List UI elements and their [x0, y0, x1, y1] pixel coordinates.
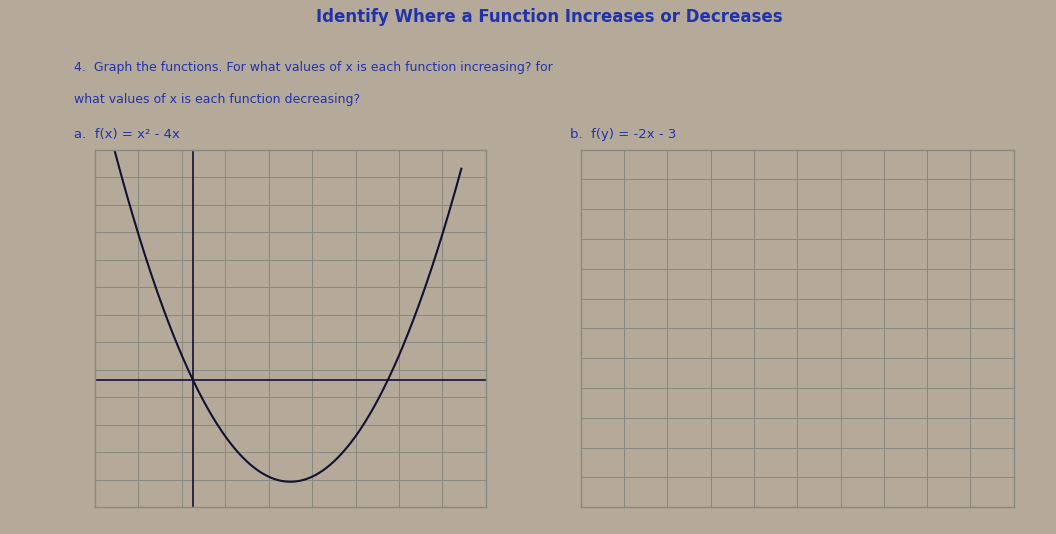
Text: what values of x is each function decreasing?: what values of x is each function decrea…: [74, 93, 360, 106]
Text: Identify Where a Function Increases or Decreases: Identify Where a Function Increases or D…: [316, 8, 782, 26]
Text: b.  f(y) = -2x - 3: b. f(y) = -2x - 3: [570, 128, 677, 141]
Text: 4.  Graph the functions. For what values of x is each function increasing? for: 4. Graph the functions. For what values …: [74, 61, 552, 74]
Text: a.  f(x) = x² - 4x: a. f(x) = x² - 4x: [74, 128, 180, 141]
